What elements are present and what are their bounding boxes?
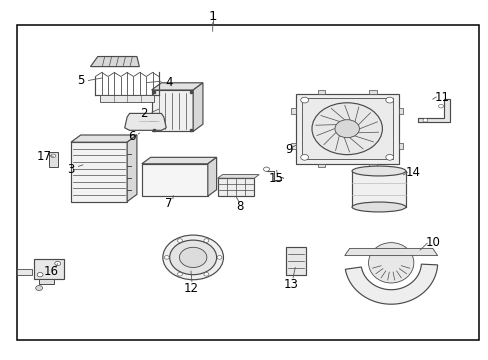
Circle shape: [203, 239, 208, 242]
Ellipse shape: [351, 166, 405, 176]
Text: 6: 6: [128, 130, 136, 143]
Text: 16: 16: [44, 265, 59, 278]
Text: 8: 8: [235, 201, 243, 213]
Text: 4: 4: [164, 76, 172, 89]
Bar: [351, 171, 405, 207]
Bar: [398, 143, 403, 149]
Bar: [285, 247, 305, 275]
Bar: [17, 269, 32, 275]
Text: 3: 3: [67, 163, 75, 176]
Circle shape: [169, 240, 216, 275]
Text: 10: 10: [425, 237, 439, 249]
Text: 15: 15: [268, 172, 283, 185]
Circle shape: [217, 256, 222, 259]
Circle shape: [438, 104, 443, 108]
Bar: [290, 143, 295, 149]
Text: 17: 17: [37, 150, 51, 163]
Bar: [295, 94, 398, 164]
Ellipse shape: [351, 202, 405, 212]
Bar: [142, 164, 207, 196]
Text: 5: 5: [77, 75, 84, 87]
Polygon shape: [71, 135, 137, 142]
Bar: [71, 142, 127, 202]
Circle shape: [203, 273, 208, 276]
Bar: [49, 152, 58, 167]
Polygon shape: [90, 57, 139, 67]
Text: 7: 7: [164, 197, 172, 210]
Text: 11: 11: [434, 91, 449, 104]
Circle shape: [164, 256, 169, 259]
Bar: [290, 108, 295, 114]
Text: 14: 14: [405, 166, 420, 179]
Polygon shape: [344, 248, 437, 256]
Bar: [151, 90, 193, 131]
Bar: [317, 164, 325, 167]
Polygon shape: [207, 157, 216, 196]
Bar: [317, 90, 325, 94]
Polygon shape: [124, 113, 166, 130]
Circle shape: [163, 235, 223, 280]
Circle shape: [311, 103, 382, 155]
Circle shape: [385, 97, 393, 103]
Circle shape: [177, 273, 182, 276]
Text: 13: 13: [283, 278, 298, 291]
Text: 12: 12: [183, 282, 198, 294]
Polygon shape: [151, 83, 203, 90]
Ellipse shape: [368, 243, 413, 283]
Circle shape: [300, 97, 308, 103]
Circle shape: [422, 118, 427, 122]
Circle shape: [385, 154, 393, 160]
Bar: [17, 25, 478, 340]
Text: 1: 1: [208, 10, 217, 23]
Polygon shape: [217, 175, 259, 178]
Polygon shape: [417, 99, 449, 122]
Text: 2: 2: [140, 107, 148, 120]
Polygon shape: [142, 157, 216, 164]
Circle shape: [300, 154, 308, 160]
Bar: [301, 98, 392, 159]
Bar: [217, 178, 254, 196]
Bar: [368, 164, 376, 167]
Bar: [34, 259, 63, 279]
Bar: [398, 108, 403, 114]
Circle shape: [179, 247, 206, 267]
Circle shape: [37, 273, 43, 277]
Circle shape: [51, 154, 56, 158]
Circle shape: [36, 285, 42, 291]
Polygon shape: [345, 264, 437, 304]
Polygon shape: [127, 135, 137, 202]
Text: 9: 9: [284, 143, 292, 156]
Bar: [100, 95, 154, 102]
Circle shape: [177, 239, 182, 242]
Bar: [39, 279, 54, 284]
Circle shape: [334, 120, 359, 138]
Polygon shape: [193, 83, 203, 131]
Bar: [368, 90, 376, 94]
Circle shape: [55, 261, 61, 266]
Circle shape: [263, 167, 269, 171]
